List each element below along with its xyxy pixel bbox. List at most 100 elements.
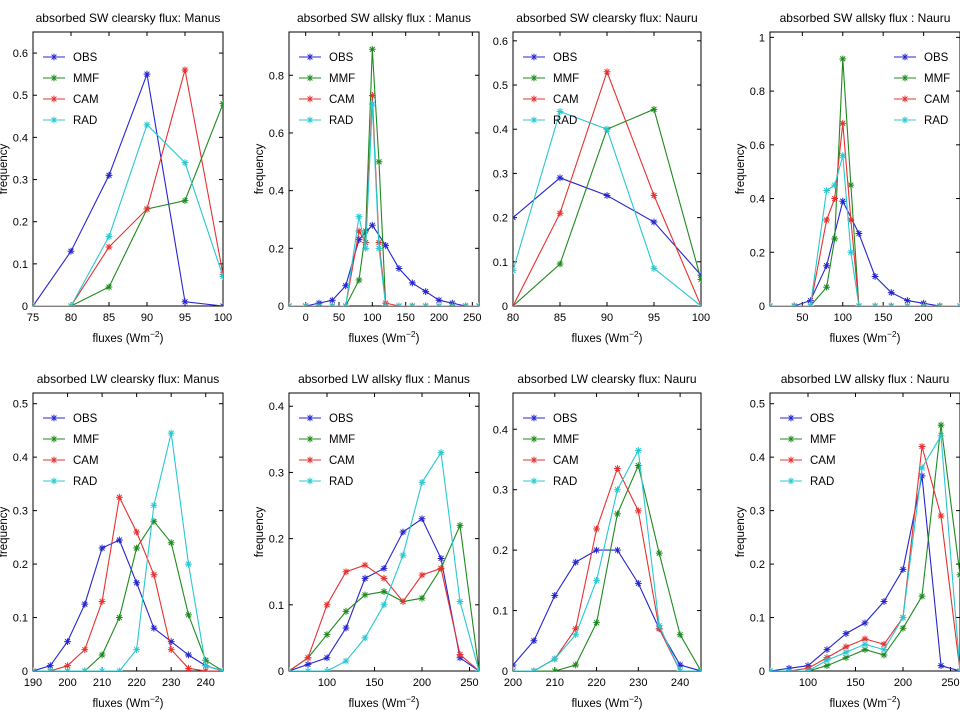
y-tick-label: 0.6 xyxy=(13,48,28,60)
legend: OBS MMF CAM RAD xyxy=(299,52,355,127)
x-tick-label: 95 xyxy=(648,312,660,324)
data-point xyxy=(871,273,879,280)
chart-panel-7: absorbed LW clearsky flux: Nauru 200 210 22… xyxy=(493,372,702,710)
data-point xyxy=(593,576,600,584)
legend-label: MMF xyxy=(553,434,579,446)
x-tick-label: 85 xyxy=(554,312,566,324)
y-tick-label: 0 xyxy=(759,301,765,313)
y-tick-label: 0.2 xyxy=(750,559,765,571)
y-tick-label: 0.2 xyxy=(269,534,284,546)
y-tick-label: 0.4 xyxy=(750,452,765,464)
legend-item-rad: RAD xyxy=(43,476,97,488)
data-point xyxy=(133,528,141,536)
legend-item-cam: CAM xyxy=(43,94,99,106)
y-tick-label: 0.6 xyxy=(493,36,508,48)
y-tick-label: 0.5 xyxy=(13,90,28,102)
legend-marker xyxy=(306,53,314,61)
legend-item-obs: OBS xyxy=(299,413,354,425)
data-point xyxy=(46,662,54,670)
data-point xyxy=(437,565,445,572)
plot-area xyxy=(770,55,960,306)
legend-marker xyxy=(50,477,58,485)
legend-item-mmf: MMF xyxy=(299,434,355,446)
data-point xyxy=(219,273,223,280)
legend-marker xyxy=(530,95,538,103)
data-point xyxy=(823,216,830,224)
x-tick-label: 200 xyxy=(894,677,912,689)
legend-label: CAM xyxy=(329,455,355,467)
y-tick-label: 0 xyxy=(502,301,508,313)
data-point xyxy=(614,465,621,472)
data-point xyxy=(167,646,175,654)
data-point xyxy=(899,614,907,621)
data-point xyxy=(655,549,663,557)
data-point xyxy=(33,302,37,306)
x-tick-label: 200 xyxy=(914,312,932,324)
y-tick-label: 0.3 xyxy=(493,168,508,180)
data-point xyxy=(219,302,223,306)
legend-item-mmf: MMF xyxy=(523,73,579,85)
series-cam xyxy=(513,68,701,306)
chart-title: absorbed LW allsky flux : Manus xyxy=(298,372,470,386)
data-point xyxy=(918,464,926,472)
legend-marker xyxy=(306,116,314,124)
series-line xyxy=(33,539,223,671)
data-point xyxy=(33,667,37,671)
x-tick-label: 200 xyxy=(413,677,431,689)
legend-label: CAM xyxy=(553,455,579,467)
plot-area xyxy=(33,66,223,306)
data-point xyxy=(64,662,71,670)
data-point xyxy=(918,592,926,600)
series-line xyxy=(33,69,223,306)
data-point xyxy=(368,92,376,99)
data-point xyxy=(603,125,611,133)
data-point xyxy=(513,267,517,275)
y-tick-label: 0 xyxy=(278,301,284,313)
data-point xyxy=(382,302,390,306)
chart-title: absorbed SW allsky flux : Nauru xyxy=(780,11,951,25)
legend-label: CAM xyxy=(553,94,579,106)
data-point xyxy=(304,654,312,662)
x-tick-label: 90 xyxy=(601,312,613,324)
legend-item-obs: OBS xyxy=(43,52,98,64)
plot-frame xyxy=(288,392,480,672)
legend-marker xyxy=(306,95,314,103)
x-tick-label: 95 xyxy=(179,312,191,324)
data-point xyxy=(634,447,642,454)
legend-marker xyxy=(901,95,909,103)
x-axis-label: fluxes (Wm−2) xyxy=(829,694,900,710)
data-point xyxy=(831,235,839,243)
data-point xyxy=(219,667,223,671)
data-point xyxy=(936,302,944,306)
data-point xyxy=(395,302,403,306)
data-point xyxy=(861,635,869,643)
data-point xyxy=(98,651,106,659)
legend-marker xyxy=(50,435,58,443)
legend-marker xyxy=(901,53,909,61)
data-point xyxy=(355,213,363,220)
y-tick-label: 0.5 xyxy=(13,399,28,411)
legend-label: CAM xyxy=(329,94,355,106)
data-point xyxy=(167,638,175,645)
data-point xyxy=(918,443,926,450)
series-rad xyxy=(513,108,701,306)
data-point xyxy=(304,660,312,668)
data-point xyxy=(167,429,175,437)
data-point xyxy=(556,209,564,217)
data-point xyxy=(105,171,113,179)
data-point xyxy=(380,574,388,582)
data-point xyxy=(361,591,369,599)
data-point xyxy=(887,289,895,296)
series-rad xyxy=(513,447,701,671)
series-line xyxy=(33,103,223,306)
legend-marker xyxy=(787,414,795,422)
x-axis-label: fluxes (Wm−2) xyxy=(348,329,419,345)
x-tick-label: 150 xyxy=(365,677,383,689)
data-point xyxy=(456,598,464,605)
data-point xyxy=(202,656,210,664)
data-point xyxy=(634,579,642,587)
chart-title: absorbed LW clearsky flux: Nauru xyxy=(517,372,696,386)
chart-title: absorbed LW clearsky flux: Manus xyxy=(37,372,220,386)
data-point xyxy=(920,302,928,306)
